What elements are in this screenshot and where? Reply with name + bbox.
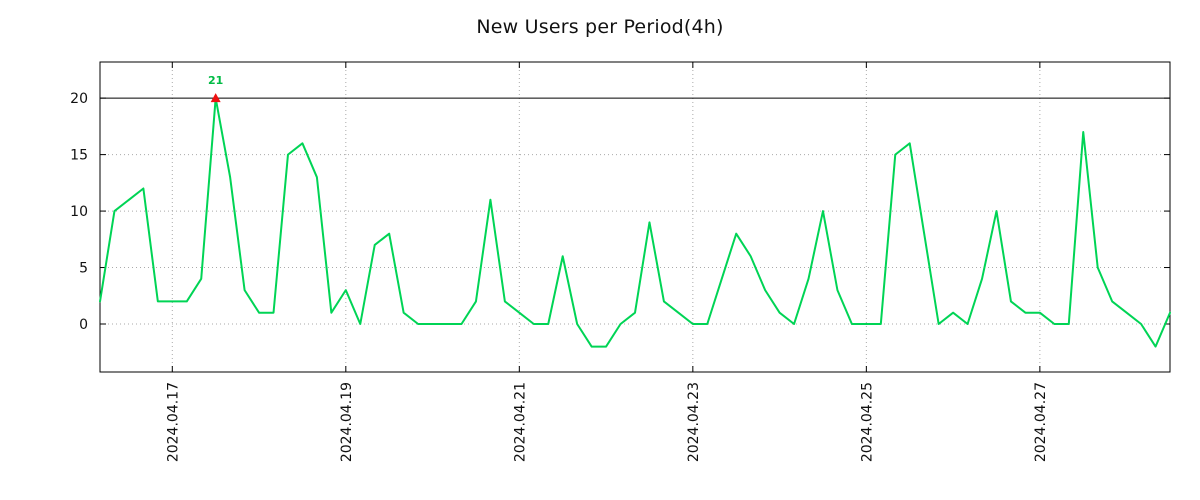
chart-title: New Users per Period(4h): [476, 16, 724, 38]
y-tick-label: 15: [70, 148, 88, 164]
y-tick-label: 10: [70, 204, 88, 220]
y-tick-label: 5: [79, 261, 88, 277]
peak-marker: [210, 93, 221, 103]
y-tick-label: 20: [70, 91, 88, 107]
y-tick-label: 0: [79, 317, 88, 333]
x-tick-label: 2024.04.25: [859, 382, 875, 462]
x-tick-label: 2024.04.21: [512, 382, 528, 462]
plot-border: [99, 61, 1171, 373]
x-tick-label: 2024.04.17: [165, 382, 181, 462]
x-tick-label: 2024.04.27: [1033, 382, 1049, 462]
series-line: [99, 97, 1171, 348]
x-tick-label: 2024.04.23: [686, 382, 702, 462]
peak-annotation: 21: [208, 74, 223, 87]
x-tick-label: 2024.04.19: [339, 382, 355, 462]
